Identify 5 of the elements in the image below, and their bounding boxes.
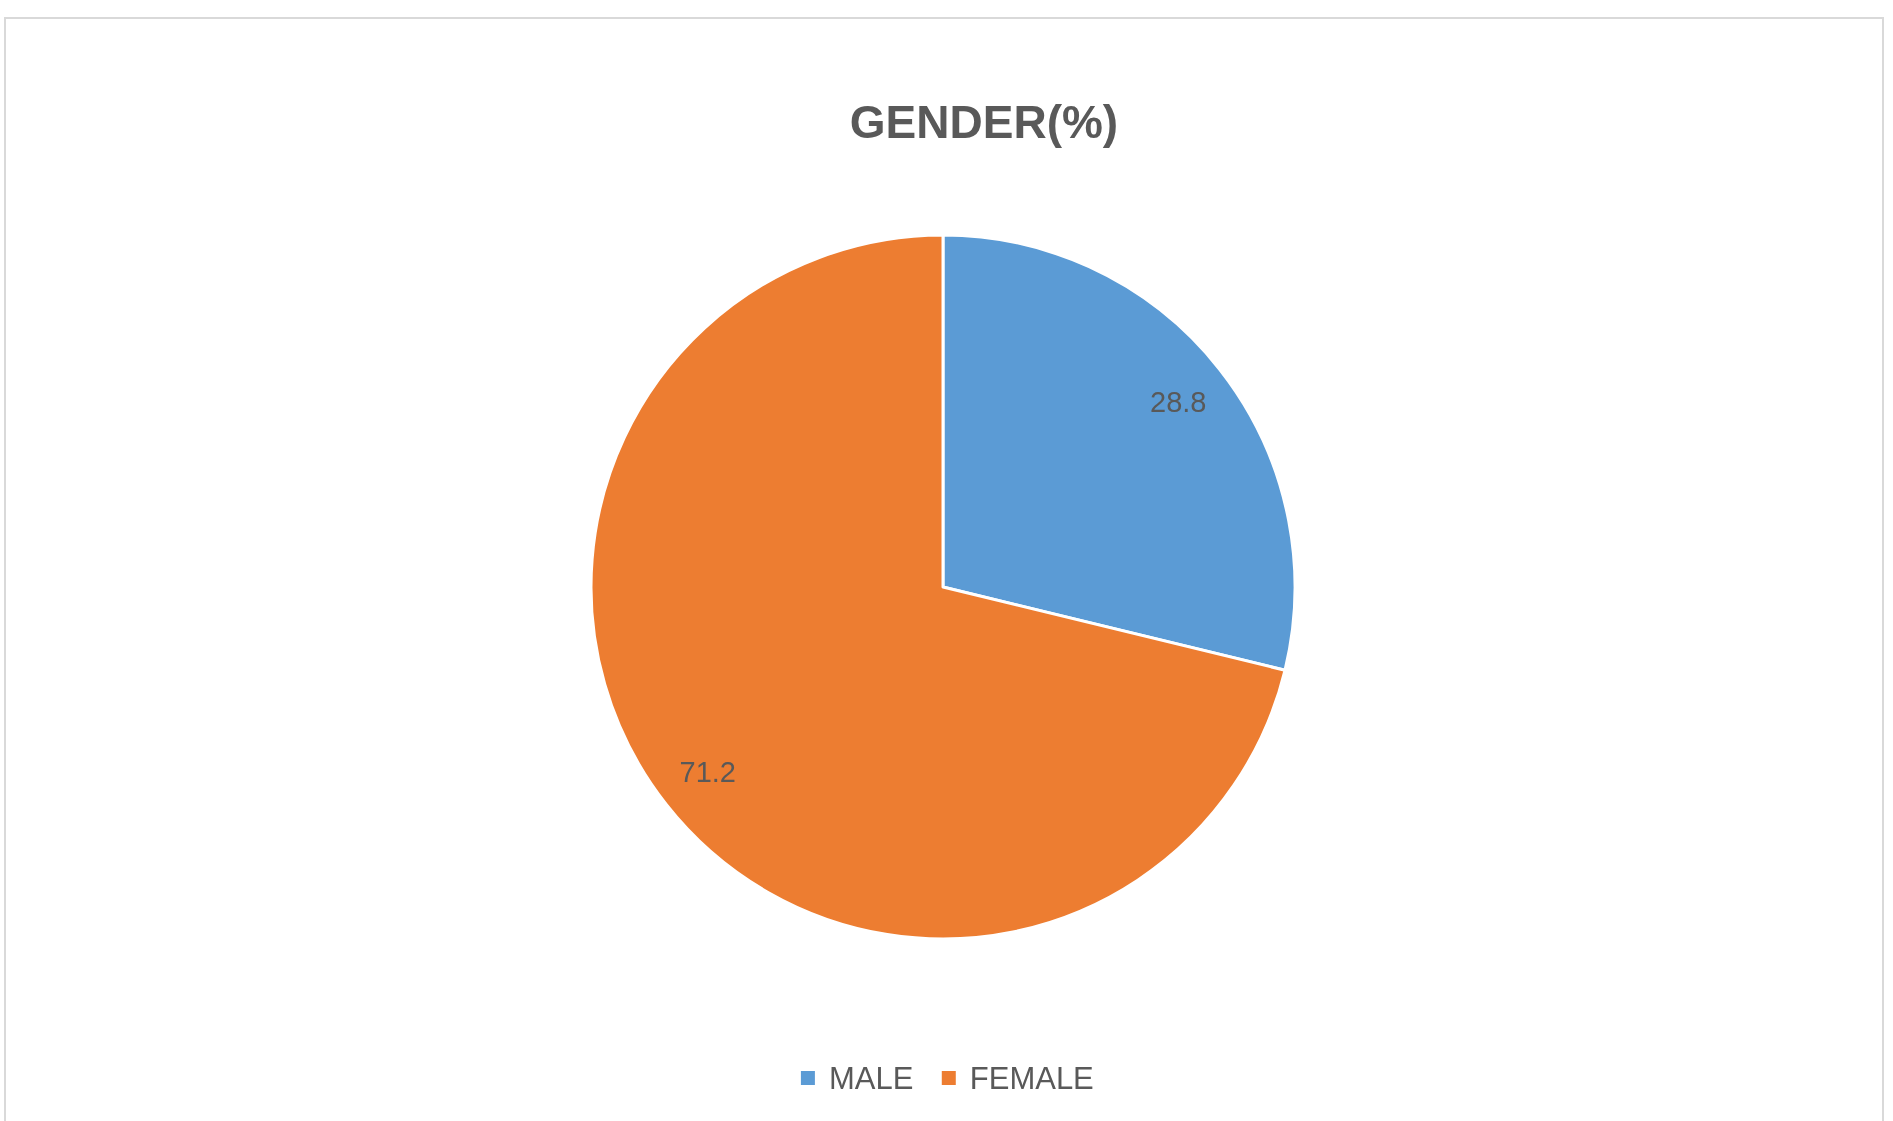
data-label: 71.2 bbox=[679, 755, 736, 788]
data-label: 28.8 bbox=[1150, 386, 1207, 419]
legend-label: FEMALE bbox=[969, 1060, 1094, 1096]
legend-label: MALE bbox=[828, 1060, 914, 1096]
chart-title: GENDER(%) bbox=[849, 96, 1119, 148]
